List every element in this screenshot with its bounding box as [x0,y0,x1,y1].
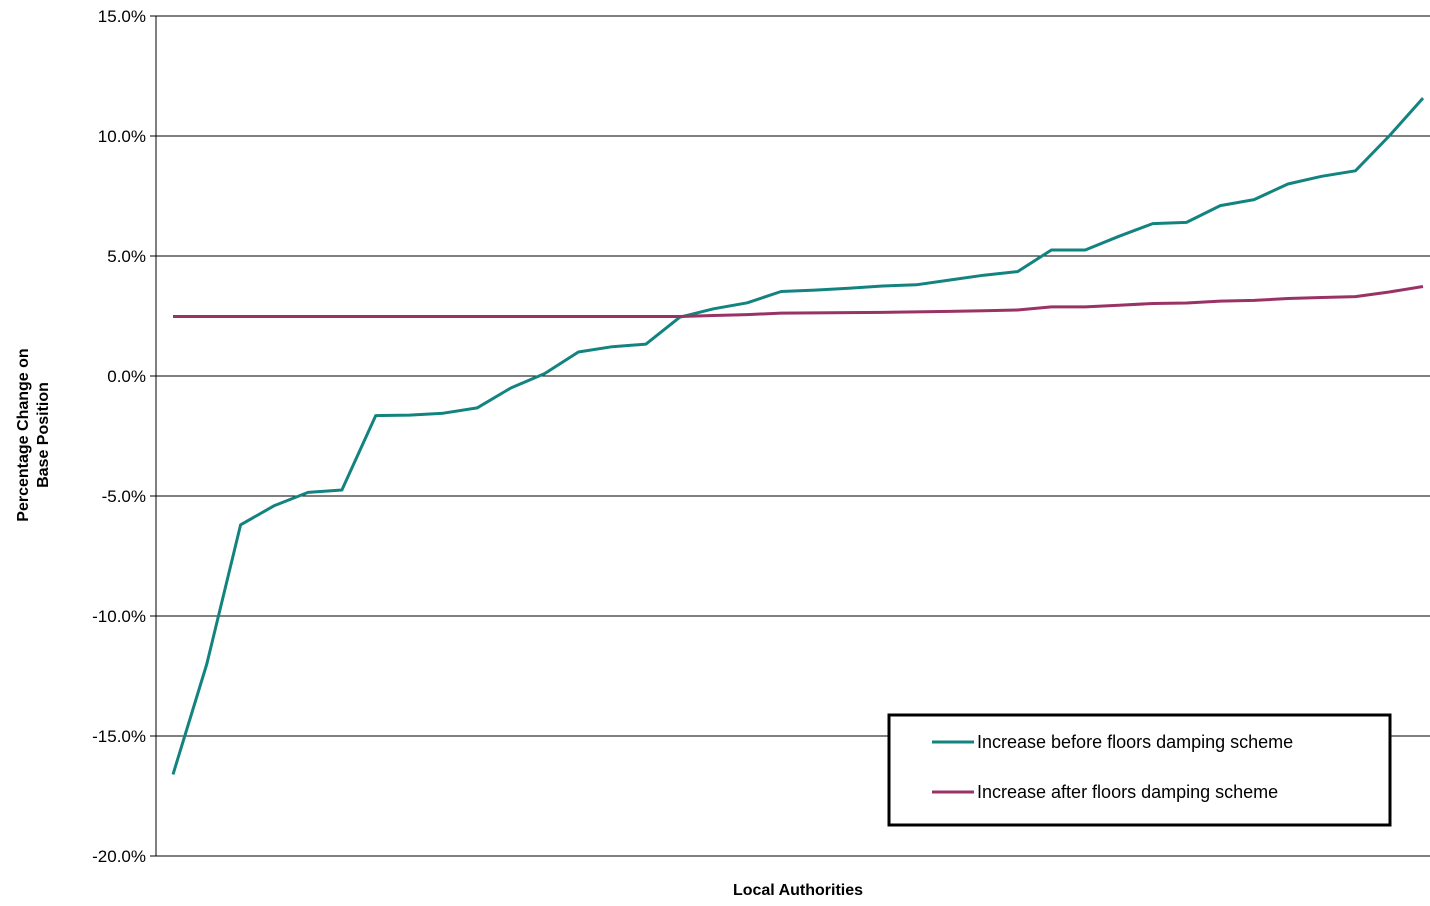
y-tick-label: 15.0% [98,7,146,26]
y-axis-title-line-1: Percentage Change on [15,348,32,521]
y-tick-label: -15.0% [92,727,146,746]
legend-label-after: Increase after floors damping scheme [977,782,1278,802]
legend-box [887,713,1392,827]
legend-label-before: Increase before floors damping scheme [977,732,1293,752]
gridlines [150,15,1430,857]
x-axis-title: Local Authorities [733,882,863,899]
y-tick-label: -20.0% [92,847,146,866]
series-line-after [173,285,1424,318]
y-tick-label: 10.0% [98,127,146,146]
y-axis-title-line-2: Base Position [35,382,52,488]
series-line-before [171,97,1425,775]
y-tick-label: 0.0% [107,367,146,386]
series-lines [171,97,1425,775]
y-tick-label: -5.0% [102,487,146,506]
y-tick-label: 5.0% [107,247,146,266]
legend: Increase before floors damping scheme In… [887,713,1392,827]
y-tick-label: -10.0% [92,607,146,626]
y-tick-labels: -20.0% -15.0% -10.0% -5.0% 0.0% 5.0% 10.0% 15.0… [92,7,146,866]
